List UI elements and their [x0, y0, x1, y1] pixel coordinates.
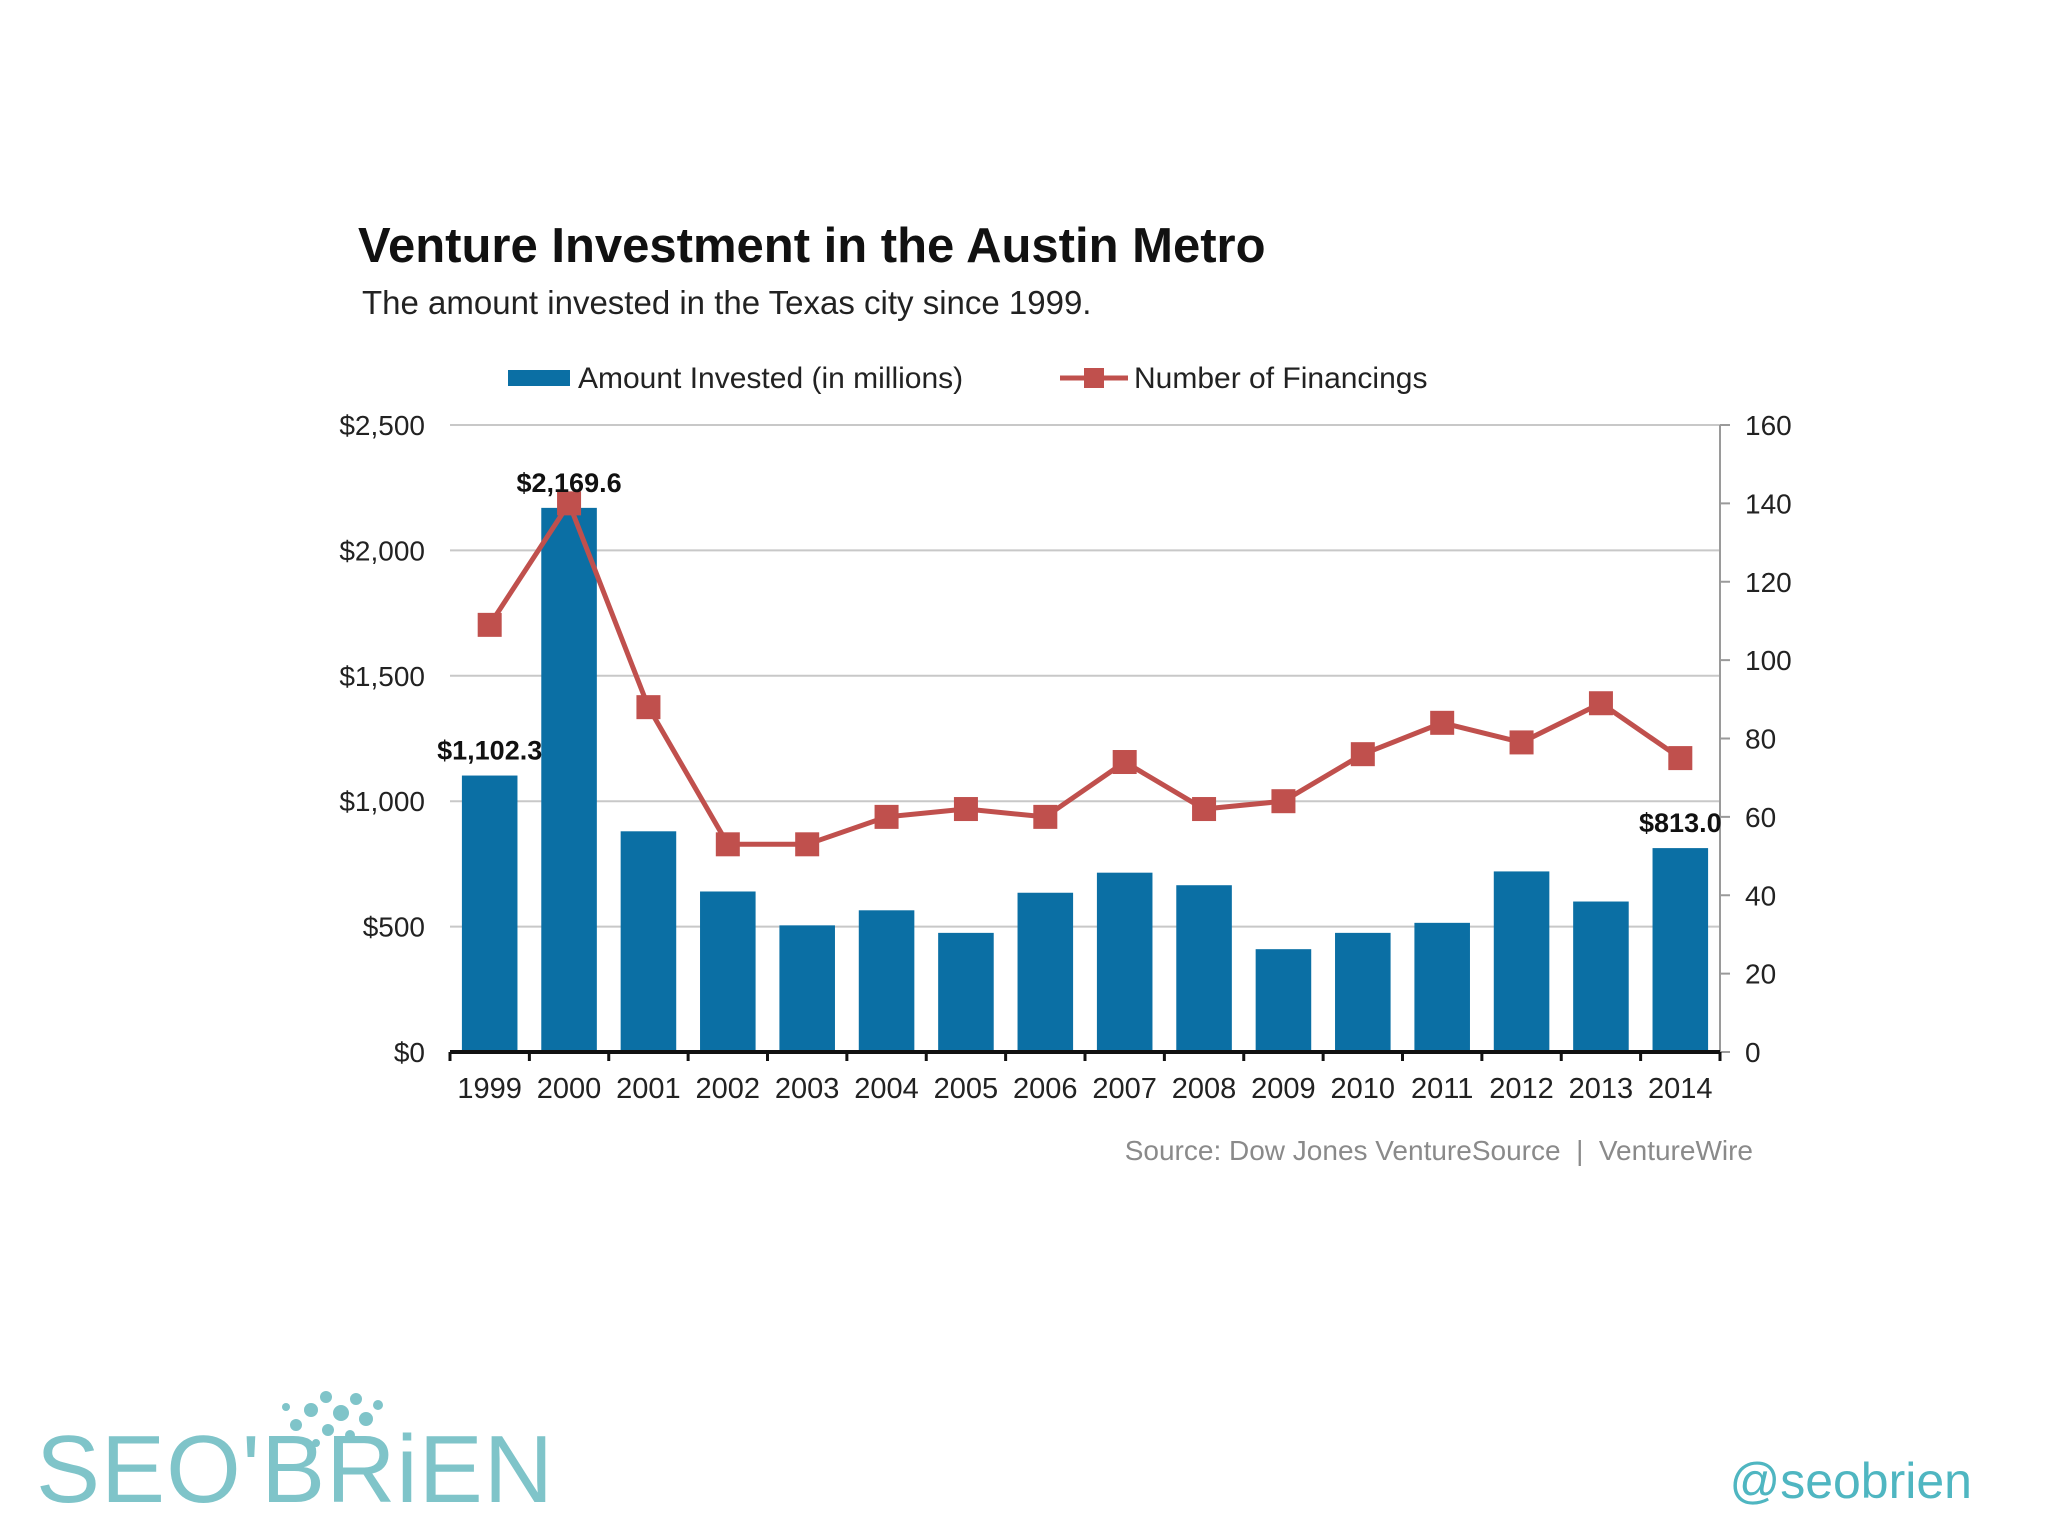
line-series [477, 491, 1693, 857]
line-marker [557, 491, 582, 516]
x-tick-label: 2009 [1251, 1073, 1316, 1105]
line-marker [1350, 742, 1375, 767]
line-marker [1271, 789, 1296, 814]
y-right-tick-label: 120 [1745, 567, 1792, 598]
twitter-handle: @seobrien [1729, 1453, 1972, 1509]
seobrien-logo: SEO'BRiEN [36, 1385, 553, 1523]
line-marker [1430, 710, 1455, 735]
x-tick-label: 2003 [775, 1073, 840, 1105]
source-note: Source: Dow Jones VentureSource | Ventur… [1125, 1135, 1753, 1166]
line-marker [477, 612, 502, 637]
y-right-tick-label: 60 [1745, 802, 1776, 833]
bar [1414, 922, 1470, 1052]
x-tick-label: 2007 [1092, 1073, 1157, 1105]
x-tick-label: 2008 [1172, 1073, 1237, 1105]
y-right-tick-label: 160 [1745, 410, 1792, 441]
line-marker [1192, 797, 1217, 822]
bar [1096, 872, 1153, 1052]
bar [1573, 901, 1629, 1052]
financings-line [487, 500, 1682, 847]
bar [1017, 892, 1074, 1052]
x-tick-label: 2001 [616, 1073, 681, 1105]
line-marker [874, 804, 899, 829]
y-axis-right: 0 20 40 60 80 100 120 140 160 [1719, 410, 1792, 1068]
chart-title: Venture Investment in the Austin Metro [358, 219, 1266, 273]
y-left-tick-label: $500 [363, 912, 425, 943]
tree-icon [282, 1391, 383, 1447]
legend: Amount Invested (in millions) Number of … [508, 362, 1427, 395]
x-tick-label: 2012 [1489, 1073, 1554, 1105]
logo-wordmark: SEO'BRiEN [36, 1416, 555, 1523]
y-right-tick-label: 80 [1745, 724, 1776, 755]
line-marker [636, 695, 661, 720]
x-tick-label: 1999 [457, 1073, 522, 1105]
y-left-tick-label: $2,000 [339, 535, 425, 566]
x-tick-label: 2014 [1648, 1073, 1713, 1105]
bar [1176, 885, 1232, 1052]
y-left-tick-label: $1,000 [339, 786, 425, 817]
y-left-tick-label: $2,500 [339, 410, 425, 441]
x-tick-label: 2006 [1013, 1073, 1078, 1105]
x-tick-label: 2000 [537, 1073, 602, 1105]
y-left-tick-label: $0 [394, 1037, 425, 1068]
bar [700, 891, 756, 1052]
line-marker [1112, 750, 1137, 775]
y-right-tick-label: 140 [1745, 488, 1792, 519]
x-tick-label: 2005 [934, 1073, 999, 1105]
legend-label-amount: Amount Invested (in millions) [578, 362, 963, 395]
data-labels: $1,102.3 $2,169.6 $813.0 [437, 468, 1721, 838]
x-tick-label: 2004 [854, 1073, 919, 1105]
y-right-tick-label: 20 [1745, 959, 1776, 990]
legend-swatch-bar [508, 370, 570, 386]
x-axis: 1999 2000 2001 2002 2003 2004 2005 2006 2007 2008… [448, 1050, 1722, 1105]
bar [1255, 949, 1312, 1052]
y-right-tick-label: 0 [1745, 1037, 1761, 1068]
y-axis-left: $0 $500 $1,000 $1,500 $2,000 $2,500 [339, 410, 425, 1068]
bar [938, 932, 994, 1052]
x-tick-label: 2011 [1411, 1073, 1473, 1105]
bar [620, 831, 677, 1052]
y-right-tick-label: 100 [1745, 645, 1792, 676]
line-marker [715, 832, 740, 857]
line-marker [1668, 746, 1693, 771]
line-marker [1588, 691, 1613, 716]
x-tick-label: 2010 [1331, 1073, 1396, 1105]
bar-series [461, 507, 1709, 1052]
y-left-tick-label: $1,500 [339, 661, 425, 692]
bar [1335, 932, 1391, 1052]
legend-swatch-marker [1084, 368, 1104, 388]
bar-data-label: $1,102.3 [437, 736, 542, 766]
line-marker [795, 832, 820, 857]
bar-data-label: $2,169.6 [517, 468, 622, 498]
bar [1652, 848, 1709, 1052]
x-tick-label: 2013 [1569, 1073, 1634, 1105]
bar-data-label: $813.0 [1639, 808, 1722, 838]
line-marker [953, 797, 978, 822]
bar [779, 925, 835, 1052]
line-marker [1033, 804, 1058, 829]
chart-subtitle: The amount invested in the Texas city si… [362, 284, 1091, 321]
bar [461, 775, 518, 1052]
legend-label-financings: Number of Financings [1134, 362, 1427, 395]
bar [541, 507, 597, 1052]
line-marker [1509, 730, 1534, 755]
bar [858, 910, 915, 1052]
y-right-tick-label: 40 [1745, 880, 1776, 911]
bar [1493, 871, 1550, 1052]
x-tick-label: 2002 [696, 1073, 761, 1105]
